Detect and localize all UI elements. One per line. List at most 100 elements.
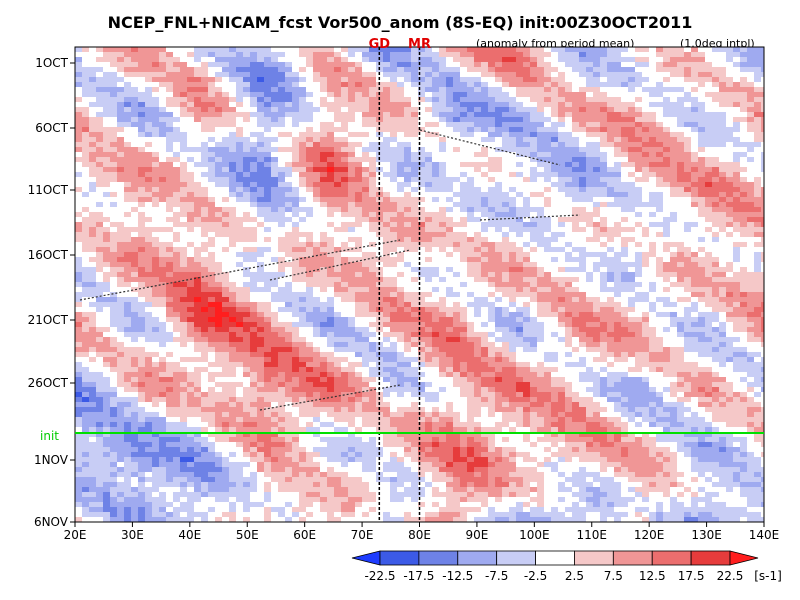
heatmap-cell xyxy=(334,167,341,172)
heatmap-cell xyxy=(614,112,621,117)
heatmap-cell xyxy=(82,287,89,292)
heatmap-cell xyxy=(187,232,194,237)
heatmap-cell xyxy=(250,107,257,112)
heatmap-cell xyxy=(75,282,82,287)
heatmap-cell xyxy=(425,252,432,257)
heatmap-cell xyxy=(733,127,740,132)
heatmap-cell xyxy=(572,187,579,192)
heatmap-cell xyxy=(362,182,369,187)
heatmap-cell xyxy=(698,212,705,217)
heatmap-cell xyxy=(348,62,355,67)
heatmap-cell xyxy=(194,97,201,102)
heatmap-cell xyxy=(362,172,369,177)
heatmap-cell xyxy=(306,122,313,127)
heatmap-cell xyxy=(201,292,208,297)
heatmap-cell xyxy=(579,187,586,192)
heatmap-cell xyxy=(474,172,481,177)
heatmap-cell xyxy=(313,182,320,187)
heatmap-cell xyxy=(537,122,544,127)
heatmap-cell xyxy=(75,52,82,57)
heatmap-cell xyxy=(740,112,747,117)
heatmap-cell xyxy=(460,167,467,172)
heatmap-cell xyxy=(334,152,341,157)
heatmap-cell xyxy=(334,92,341,97)
heatmap-cell xyxy=(271,67,278,72)
heatmap-cell xyxy=(138,232,145,237)
heatmap-cell xyxy=(460,72,467,77)
heatmap-cell xyxy=(754,52,761,57)
heatmap-cell xyxy=(663,242,670,247)
heatmap-cell xyxy=(537,62,544,67)
heatmap-cell xyxy=(75,292,82,297)
heatmap-cell xyxy=(117,152,124,157)
heatmap-cell xyxy=(635,177,642,182)
heatmap-cell xyxy=(75,257,82,262)
heatmap-cell xyxy=(719,57,726,62)
heatmap-cell xyxy=(355,62,362,67)
heatmap-cell xyxy=(404,227,411,232)
heatmap-cell xyxy=(138,212,145,217)
heatmap-cell xyxy=(649,82,656,87)
heatmap-cell xyxy=(264,132,271,137)
heatmap-cell xyxy=(166,127,173,132)
heatmap-cell xyxy=(453,107,460,112)
heatmap-cell xyxy=(271,132,278,137)
heatmap-cell xyxy=(586,137,593,142)
heatmap-cell xyxy=(236,152,243,157)
heatmap-cell xyxy=(593,147,600,152)
heatmap-cell xyxy=(691,202,698,207)
heatmap-cell xyxy=(334,197,341,202)
heatmap-cell xyxy=(698,262,705,267)
heatmap-cell xyxy=(124,107,131,112)
heatmap-cell xyxy=(222,92,229,97)
heatmap-cell xyxy=(362,157,369,162)
heatmap-cell xyxy=(110,272,117,277)
heatmap-cell xyxy=(516,92,523,97)
heatmap-cell xyxy=(292,252,299,257)
heatmap-cell xyxy=(509,227,516,232)
heatmap-cell xyxy=(103,112,110,117)
heatmap-cell xyxy=(628,162,635,167)
heatmap-cell xyxy=(138,202,145,207)
heatmap-cell xyxy=(747,47,754,52)
heatmap-cell xyxy=(474,112,481,117)
heatmap-cell xyxy=(558,87,565,92)
heatmap-cell xyxy=(117,52,124,57)
heatmap-cell xyxy=(754,152,761,157)
heatmap-cell xyxy=(194,277,201,282)
heatmap-cell xyxy=(698,257,705,262)
heatmap-cell xyxy=(82,117,89,122)
heatmap-cell xyxy=(145,247,152,252)
heatmap-cell xyxy=(131,67,138,72)
heatmap-cell xyxy=(152,52,159,57)
heatmap-cell xyxy=(740,67,747,72)
heatmap-cell xyxy=(740,267,747,272)
heatmap-cell xyxy=(313,177,320,182)
heatmap-cell xyxy=(103,72,110,77)
heatmap-cell xyxy=(719,137,726,142)
heatmap-cell xyxy=(355,277,362,282)
heatmap-cell xyxy=(418,282,425,287)
heatmap-cell xyxy=(313,157,320,162)
heatmap-cell xyxy=(404,167,411,172)
heatmap-cell xyxy=(257,287,264,292)
heatmap-cell xyxy=(75,117,82,122)
heatmap-cell xyxy=(180,197,187,202)
heatmap-cell xyxy=(278,182,285,187)
heatmap-cell xyxy=(516,132,523,137)
heatmap-cell xyxy=(145,117,152,122)
heatmap-cell xyxy=(341,197,348,202)
heatmap-cell xyxy=(222,287,229,292)
heatmap-cell xyxy=(488,117,495,122)
heatmap-cell xyxy=(271,142,278,147)
heatmap-cell xyxy=(691,267,698,272)
heatmap-cell xyxy=(306,137,313,142)
heatmap-cell xyxy=(180,257,187,262)
heatmap-cell xyxy=(453,287,460,292)
heatmap-cell xyxy=(698,137,705,142)
heatmap-cell xyxy=(299,217,306,222)
heatmap-cell xyxy=(537,262,544,267)
heatmap-cell xyxy=(488,292,495,297)
heatmap-cell xyxy=(236,207,243,212)
heatmap-cell xyxy=(327,77,334,82)
